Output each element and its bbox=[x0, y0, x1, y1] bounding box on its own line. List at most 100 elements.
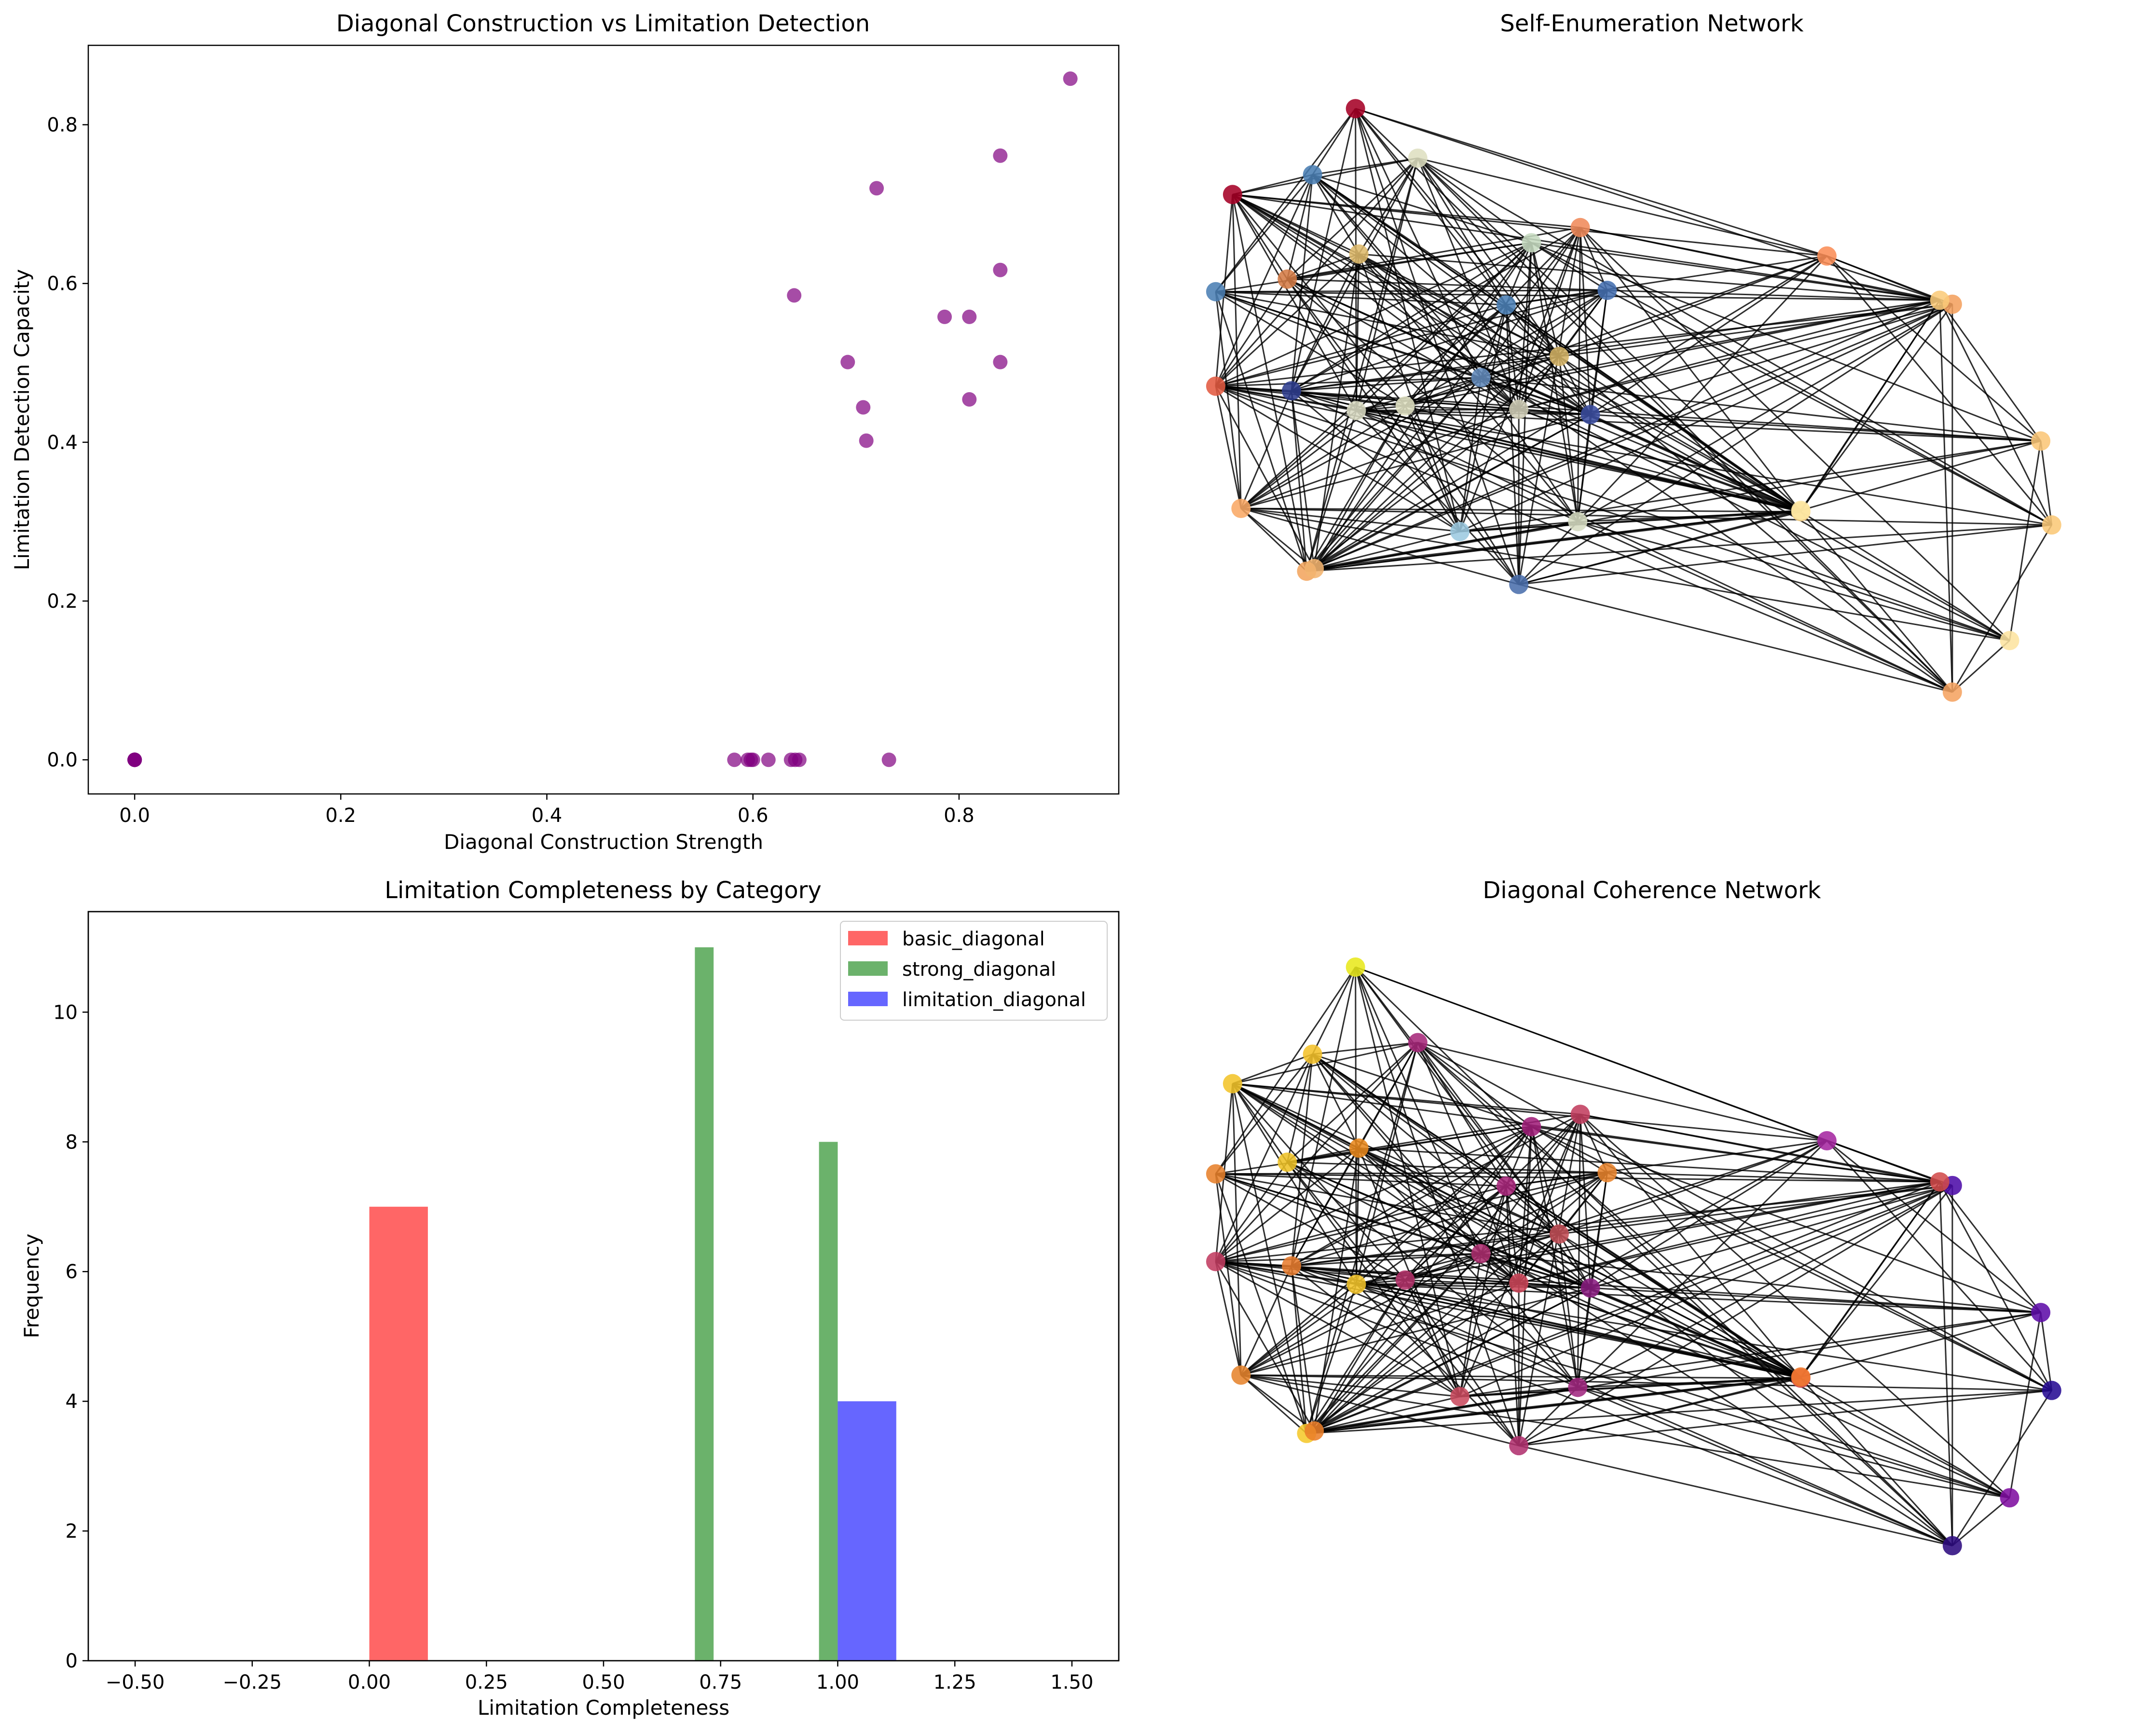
network1-node bbox=[1408, 148, 1428, 168]
network1-edge bbox=[1240, 390, 1292, 509]
network1-edge bbox=[1577, 255, 1827, 522]
network1-edge bbox=[1459, 509, 1801, 533]
network2-edge bbox=[1215, 1174, 1307, 1434]
network1-edge bbox=[1531, 242, 2052, 526]
network2-edge bbox=[1417, 1041, 1827, 1142]
network2-edge bbox=[1241, 1374, 2052, 1392]
network1-edge bbox=[1215, 157, 1418, 387]
network1-edge bbox=[1314, 355, 1560, 569]
network1-edges bbox=[1215, 108, 2053, 693]
network2-node bbox=[1509, 1436, 1529, 1456]
histogram-bar-strong-diagonal bbox=[819, 1142, 838, 1661]
network1-node bbox=[1346, 401, 1366, 421]
network1-edge bbox=[1287, 253, 1360, 280]
network1-edge bbox=[1287, 278, 1607, 291]
network1-edge bbox=[1480, 289, 1608, 379]
network1-edge bbox=[1417, 157, 2052, 526]
network1-edge bbox=[1518, 303, 1953, 410]
histogram-x-tick-label: 0.25 bbox=[465, 1671, 508, 1694]
scatter-x-tick-label: 0.6 bbox=[738, 805, 769, 827]
network2-node bbox=[1305, 1421, 1324, 1441]
network2-edge bbox=[1404, 1126, 1532, 1281]
network2-edge bbox=[1590, 1140, 1827, 1289]
network2-edge bbox=[1314, 1287, 1591, 1432]
network1-edge bbox=[1291, 391, 1307, 572]
network2-edge bbox=[1232, 1083, 1242, 1375]
network1-edge bbox=[1241, 507, 2010, 642]
histogram-x-tick-label: 0.75 bbox=[699, 1671, 742, 1694]
network2-edge bbox=[1417, 1042, 1560, 1235]
network1-edge bbox=[1312, 157, 1418, 176]
network1-edge bbox=[1240, 414, 1591, 509]
histogram-y-tick-label: 2 bbox=[66, 1520, 78, 1543]
network1-edge bbox=[1417, 158, 1560, 357]
network2-edge bbox=[1287, 1161, 1607, 1174]
network1-edge bbox=[1355, 108, 1482, 378]
network2-edge bbox=[1459, 1186, 1507, 1397]
network1-edge bbox=[1577, 414, 1592, 522]
scatter-point bbox=[962, 392, 977, 407]
network2-edge bbox=[2040, 1312, 2053, 1391]
network1-edge bbox=[1800, 511, 1953, 693]
network2-edge bbox=[1531, 1126, 1608, 1174]
network1-edge bbox=[1951, 524, 2053, 693]
histogram-bars bbox=[369, 947, 896, 1661]
network1-edge bbox=[1215, 291, 1307, 572]
network2-edge bbox=[1240, 1284, 1357, 1376]
network2-edge bbox=[1215, 1261, 1315, 1432]
network2-edge bbox=[1291, 1113, 1581, 1267]
network1-edge bbox=[1241, 507, 1460, 533]
network1-edge bbox=[1291, 289, 1607, 392]
network1-edge bbox=[1314, 520, 1578, 570]
network2-node bbox=[1346, 957, 1365, 977]
network1-edge bbox=[1215, 291, 1940, 301]
network1-edge bbox=[1240, 507, 1307, 572]
network2-edge bbox=[1312, 1053, 1482, 1254]
network1-edge bbox=[1313, 242, 1532, 569]
scatter-point bbox=[840, 355, 855, 369]
network2-edge bbox=[1359, 1147, 1940, 1183]
network1-edge bbox=[1306, 227, 1581, 572]
network2-edge bbox=[1286, 1054, 1314, 1162]
scatter-point bbox=[859, 433, 874, 448]
network1-node bbox=[1282, 381, 1302, 401]
network1-edge bbox=[1518, 303, 1953, 585]
network1-edge bbox=[1232, 194, 1288, 280]
network2-edge bbox=[1506, 1140, 1827, 1187]
network1-edge bbox=[1590, 255, 1827, 415]
scatter-y-tick-label: 0.6 bbox=[47, 273, 78, 295]
legend-label-strong-diagonal: strong_diagonal bbox=[902, 958, 1056, 981]
network2-node bbox=[1568, 1378, 1588, 1397]
network1-edge bbox=[1505, 305, 1520, 585]
network1-edge bbox=[1240, 405, 1406, 509]
network1-edge bbox=[1215, 291, 1406, 407]
network1-edge bbox=[1481, 377, 2041, 442]
network2-edge bbox=[1241, 1374, 2010, 1499]
network1-node bbox=[1580, 405, 1600, 424]
histogram-panel: Limitation Completeness by Category −0.5… bbox=[20, 877, 1120, 1720]
network2-edge bbox=[1215, 1185, 1953, 1263]
network2-edge bbox=[1314, 1376, 1801, 1432]
network2-edge bbox=[1481, 1140, 1827, 1255]
network2-edge bbox=[1215, 1261, 1460, 1397]
scatter-x-tick-label: 0.8 bbox=[944, 805, 975, 827]
network1-edge bbox=[1215, 385, 1315, 569]
network2-edge bbox=[1215, 1261, 1242, 1376]
network1-edge bbox=[1215, 377, 1481, 387]
scatter-point bbox=[745, 752, 760, 767]
network1-edge bbox=[1518, 409, 1801, 511]
network2-edge bbox=[1232, 1083, 1357, 1285]
network1-node bbox=[1509, 574, 1529, 594]
network1-edge bbox=[1826, 255, 1940, 301]
network2-node bbox=[1597, 1163, 1617, 1183]
network2-edge bbox=[1312, 1053, 1560, 1235]
network2-edge bbox=[1215, 1261, 2010, 1499]
histogram-y-tick-label: 0 bbox=[66, 1650, 78, 1672]
network1-edge bbox=[1417, 157, 1801, 511]
network2-edge bbox=[1356, 1284, 1520, 1447]
scatter-y-tick-label: 0.2 bbox=[47, 590, 78, 613]
network1-node bbox=[1930, 290, 1950, 310]
network2-edge bbox=[1306, 1279, 1406, 1434]
network1-edge bbox=[1577, 303, 1953, 522]
network1-edge bbox=[1404, 304, 1507, 407]
